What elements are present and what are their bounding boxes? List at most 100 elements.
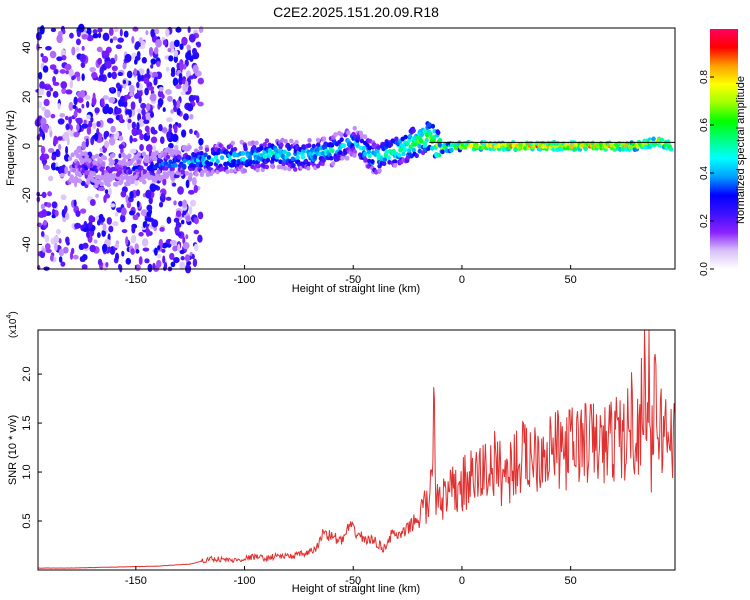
- heatmap-speckle: [144, 87, 149, 96]
- heatmap-cell: [330, 148, 335, 154]
- heatmap-speckle: [117, 90, 121, 98]
- heatmap-cell: [251, 159, 257, 165]
- heatmap-cell: [250, 140, 256, 146]
- heatmap-speckle: [184, 254, 191, 262]
- heatmap-speckle: [110, 87, 114, 92]
- heatmap-cell: [382, 157, 388, 163]
- heatmap-speckle: [98, 73, 105, 81]
- heatmap-speckle: [196, 41, 202, 48]
- heatmap-speckle: [191, 253, 195, 260]
- heatmap-cell: [194, 171, 199, 177]
- heatmap-speckle: [117, 37, 125, 43]
- heatmap-speckle: [73, 110, 78, 118]
- heatmap-speckle: [129, 92, 134, 97]
- heatmap-cell: [386, 155, 391, 161]
- heatmap-cell: [426, 122, 432, 128]
- heatmap-speckle: [167, 48, 172, 53]
- heatmap-speckle: [130, 148, 137, 154]
- heatmap-speckle: [81, 34, 89, 40]
- heatmap-speckle: [125, 257, 132, 265]
- heatmap-cell: [394, 136, 399, 142]
- heatmap-speckle: [138, 118, 145, 127]
- heatmap-speckle: [170, 109, 174, 114]
- heatmap-speckle: [37, 88, 45, 96]
- heatmap-speckle: [56, 228, 61, 235]
- heatmap-y-axis-label: Frequency (Hz): [5, 110, 17, 186]
- heatmap-cell: [300, 154, 306, 160]
- heatmap-speckle: [176, 107, 181, 116]
- heatmap-speckle: [58, 248, 65, 257]
- heatmap-speckle: [197, 234, 203, 243]
- heatmap-cell: [315, 142, 321, 148]
- heatmap-speckle: [188, 205, 193, 215]
- heatmap-speckle: [69, 32, 74, 39]
- heatmap-speckle: [39, 81, 46, 90]
- heatmap-speckle: [87, 221, 93, 229]
- heatmap-speckle: [97, 258, 103, 266]
- heatmap-speckle: [101, 50, 106, 56]
- colorbar-label: Normalized spectral amplitude: [735, 76, 747, 224]
- heatmap-cell: [306, 161, 311, 167]
- heatmap-speckle: [118, 135, 124, 141]
- heatmap-cell: [193, 148, 199, 154]
- heatmap-speckle: [188, 75, 195, 80]
- heatmap-speckle: [185, 179, 190, 189]
- heatmap-speckle: [185, 234, 189, 240]
- heatmap-cell: [398, 147, 403, 153]
- heatmap-speckle: [120, 95, 126, 102]
- heatmap-speckle: [50, 113, 56, 119]
- heatmap-speckle: [173, 124, 178, 134]
- heatmap-speckle: [49, 50, 57, 59]
- heatmap-cell: [407, 134, 413, 139]
- heatmap-speckle: [143, 119, 150, 124]
- heatmap-speckle: [173, 256, 180, 264]
- heatmap-cell: [306, 165, 311, 171]
- heatmap-cell: [122, 165, 128, 171]
- heatmap-speckle: [145, 103, 151, 112]
- heatmap-speckle: [169, 41, 176, 50]
- heatmap-speckle: [65, 145, 69, 155]
- heatmap-speckle: [42, 123, 48, 133]
- heatmap-cell: [133, 162, 139, 168]
- heatmap-cell: [569, 144, 575, 149]
- heatmap-speckle: [150, 58, 157, 65]
- heatmap-cell: [70, 152, 75, 158]
- heatmap-speckle: [181, 129, 187, 138]
- heatmap-speckle: [165, 88, 172, 95]
- heatmap-speckle: [96, 219, 101, 226]
- heatmap-speckle: [67, 170, 71, 177]
- heatmap-speckle: [156, 60, 161, 68]
- heatmap-speckle: [157, 97, 164, 107]
- heatmap-speckle: [150, 136, 158, 144]
- heatmap-cell: [264, 164, 270, 170]
- heatmap-speckle: [46, 90, 52, 98]
- heatmap-speckle: [106, 216, 112, 225]
- heatmap-speckle: [65, 70, 70, 75]
- heatmap-speckle: [91, 71, 98, 79]
- heatmap-speckle: [76, 123, 80, 132]
- snr-panel: -150 -100 -50 0 50 0.5 1.0 1.5 2.0 Height of st…: [6, 311, 676, 595]
- heatmap-speckle: [144, 258, 150, 264]
- heatmap-speckle: [140, 209, 148, 217]
- heatmap-cell: [321, 136, 327, 142]
- heatmap-speckle: [136, 122, 140, 131]
- heatmap-cell: [230, 140, 235, 146]
- heatmap-cell: [283, 138, 288, 144]
- heatmap-cell: [110, 153, 116, 158]
- heatmap-speckle: [59, 112, 66, 118]
- heatmap-speckle: [177, 123, 182, 128]
- heatmap-speckle: [131, 225, 136, 234]
- heatmap-cell: [182, 163, 187, 169]
- heatmap-speckle: [131, 35, 135, 44]
- heatmap-speckle: [101, 230, 106, 237]
- heatmap-speckle: [51, 214, 56, 219]
- heatmap-cell: [362, 134, 368, 140]
- heatmap-speckle: [89, 199, 96, 206]
- heatmap-cell: [127, 153, 132, 159]
- heatmap-speckle: [150, 64, 154, 69]
- heatmap-speckle: [161, 127, 168, 133]
- heatmap-y-ticks: -40 -20 0 20 40: [21, 42, 42, 252]
- heatmap-speckle: [179, 43, 184, 50]
- snr-y-tick-label: 2.0: [21, 366, 33, 381]
- heatmap-speckle: [149, 93, 157, 102]
